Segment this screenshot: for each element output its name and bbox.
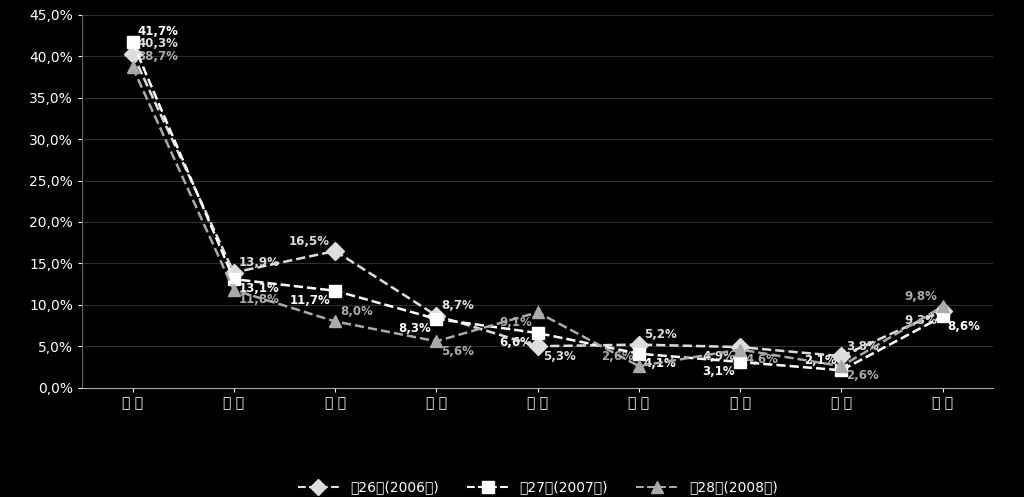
Text: 9,8%: 9,8% [905, 290, 938, 303]
Text: 5,6%: 5,6% [441, 344, 474, 357]
Text: 4,6%: 4,6% [745, 353, 778, 366]
Text: 41,7%: 41,7% [137, 25, 178, 38]
Text: 9,1%: 9,1% [500, 316, 532, 329]
Text: 40,3%: 40,3% [137, 37, 178, 50]
Text: 8,3%: 8,3% [398, 322, 431, 335]
Legend: 제26회(2006년), 제27회(2007년), 제28회(2008년): 제26회(2006년), 제27회(2007년), 제28회(2008년) [292, 475, 783, 497]
Text: 8,6%: 8,6% [948, 320, 981, 332]
Text: 3,8%: 3,8% [847, 340, 880, 353]
Text: 11,8%: 11,8% [239, 293, 280, 306]
Text: 2,1%: 2,1% [804, 354, 837, 367]
Text: 4,1%: 4,1% [644, 357, 677, 370]
Text: 16,5%: 16,5% [289, 235, 330, 248]
Text: 8,0%: 8,0% [340, 305, 373, 318]
Text: 38,7%: 38,7% [137, 50, 178, 63]
Text: 4,9%: 4,9% [702, 350, 735, 363]
Text: 5,2%: 5,2% [644, 329, 677, 341]
Text: 5,3%: 5,3% [543, 349, 575, 362]
Text: 9,3%: 9,3% [905, 314, 938, 327]
Text: 3,1%: 3,1% [702, 365, 735, 378]
Text: 13,9%: 13,9% [239, 256, 280, 269]
Text: 6,6%: 6,6% [500, 336, 532, 349]
Text: 11,7%: 11,7% [289, 294, 330, 307]
Text: 13,1%: 13,1% [239, 282, 280, 295]
Text: 2,6%: 2,6% [847, 369, 880, 382]
Text: 2,6%: 2,6% [601, 350, 634, 363]
Text: 8,7%: 8,7% [441, 299, 474, 312]
